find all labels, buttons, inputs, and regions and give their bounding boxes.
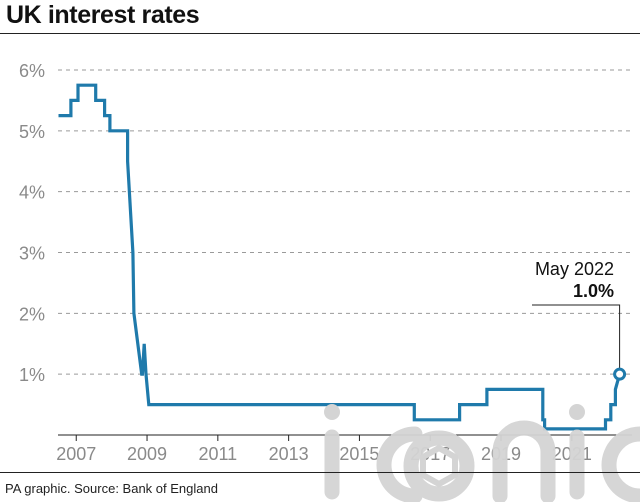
annotation-marker <box>613 367 627 381</box>
annotation-leader-line <box>532 304 621 369</box>
x-tick-label: 2017 <box>410 444 450 464</box>
line-chart: 1% 2% 3% 4% 5% 6% 2007 2009 2011 2013 2015 2017 201… <box>19 61 632 464</box>
x-tick-label: 2007 <box>56 444 96 464</box>
series-line-bank-rate <box>58 83 622 431</box>
x-tick-label: 2021 <box>552 444 592 464</box>
chart-title: UK interest rates <box>6 1 200 29</box>
y-tick-label: 6% <box>19 61 45 81</box>
y-tick-label: 5% <box>19 122 45 142</box>
y-tick-label: 3% <box>19 244 45 264</box>
title-divider <box>0 33 640 34</box>
y-tick-label: 1% <box>19 365 45 385</box>
x-tick-label: 2019 <box>481 444 521 464</box>
annotation: May 2022 1.0% <box>532 259 627 381</box>
x-axis-ticks: 2007 2009 2011 2013 2015 2017 2019 2021 <box>56 435 592 464</box>
x-tick-label: 2011 <box>198 444 237 464</box>
annotation-value-label: 1.0% <box>573 281 614 301</box>
y-tick-label: 4% <box>19 183 45 203</box>
y-tick-label: 2% <box>19 304 45 324</box>
x-tick-label: 2015 <box>339 444 379 464</box>
source-credit: PA graphic. Source: Bank of England <box>5 481 218 496</box>
series <box>58 83 622 431</box>
gridlines <box>58 69 632 375</box>
annotation-date-label: May 2022 <box>535 259 614 279</box>
x-tick-label: 2013 <box>269 444 309 464</box>
x-tick-label: 2009 <box>127 444 167 464</box>
y-axis-ticks: 1% 2% 3% 4% 5% 6% <box>19 61 45 385</box>
footer-divider <box>0 472 640 473</box>
